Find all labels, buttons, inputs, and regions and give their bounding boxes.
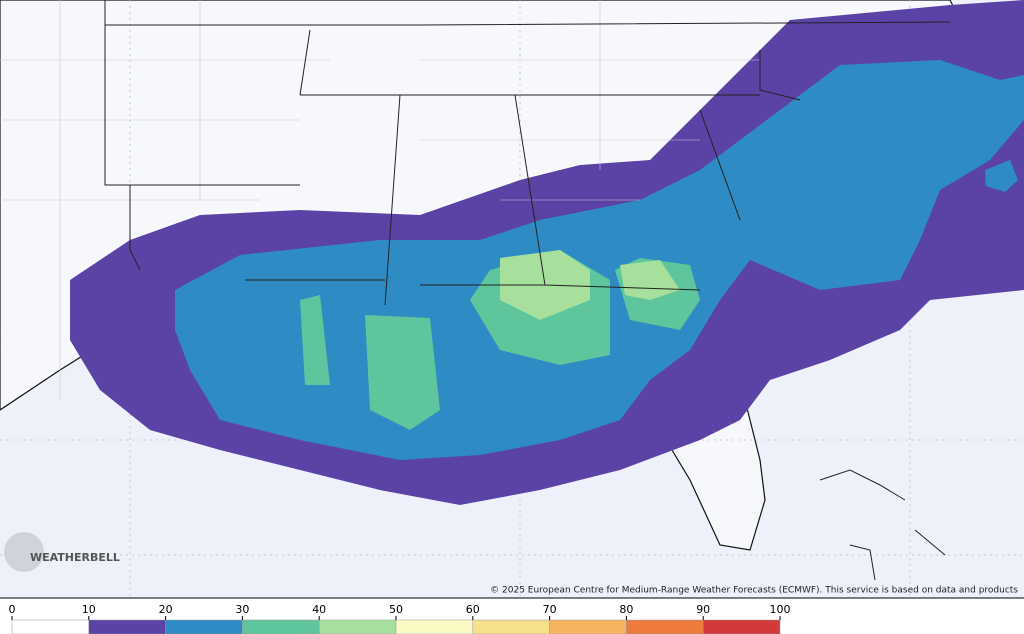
logo-text: WEATHERBELL: [30, 551, 120, 564]
precip-area: [300, 295, 330, 385]
colorbar-segment: [472, 619, 550, 634]
colorbar: 0 10 20 30 40 50 60 70 80 90 100: [9, 603, 791, 634]
colorbar-label: 100: [770, 603, 791, 616]
colorbar-segment: [702, 619, 781, 634]
logo-mark: [4, 532, 44, 572]
colorbar-label: 20: [159, 603, 173, 616]
colorbar-segment: [242, 619, 320, 634]
colorbar-label: 0: [9, 603, 16, 616]
colorbar-label: 50: [389, 603, 403, 616]
colorbar-label: 40: [312, 603, 326, 616]
credit: © 2025 European Centre for Medium-Range …: [490, 586, 1018, 596]
logo: WEATHERBELL: [4, 532, 120, 572]
colorbar-segment: [318, 619, 397, 634]
state-line: [104, 0, 951, 306]
precip-area: [620, 260, 680, 300]
colorbar-segment: [88, 619, 166, 634]
island-outline: [819, 469, 946, 581]
colorbar-label: 70: [543, 603, 557, 616]
precip-area: [365, 315, 440, 430]
colorbar-label: 30: [235, 603, 249, 616]
colorbar-segment: [549, 619, 627, 634]
map: © 2025 European Centre for Medium-Range …: [0, 0, 1024, 599]
colorbar-segment: [165, 619, 243, 634]
colorbar-segment: [626, 619, 704, 634]
colorbar-label: 10: [82, 603, 96, 616]
colorbar-label: 60: [466, 603, 480, 616]
colorbar-segment: [11, 619, 90, 634]
state-lines: [104, 0, 951, 581]
colorbar-segment: [395, 619, 474, 634]
colorbar-label: 90: [696, 603, 710, 616]
precip-20-30: [985, 160, 1018, 192]
colorbar-label: 80: [619, 603, 633, 616]
